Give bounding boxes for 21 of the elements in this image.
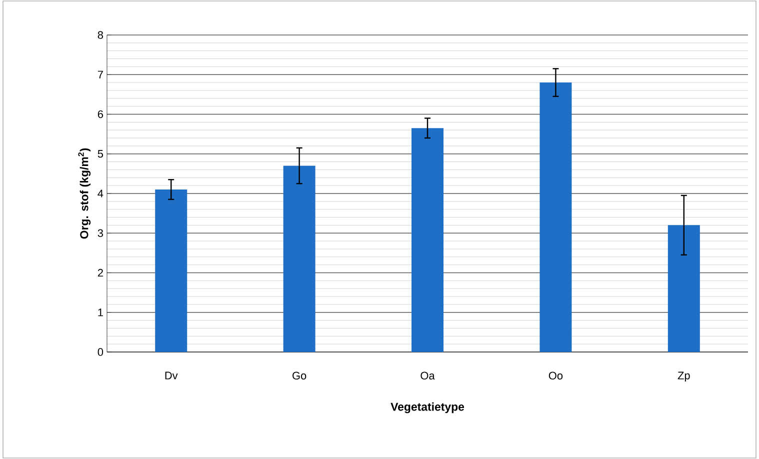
y-tick-label: 6 [98,110,104,118]
x-tick-label: Oa [420,372,435,380]
bar [668,225,700,352]
x-axis-title: Vegetatietype [390,402,464,414]
y-axis-title: Org. stof (kg/m$^{2}$) [78,148,91,239]
y-tick-label: 5 [98,150,104,158]
y-tick-label: 7 [98,70,103,78]
x-tick-label: Dv [165,372,178,380]
y-tick-label: 0 [98,348,104,356]
y-tick-label: 4 [98,190,104,198]
x-tick-label: Go [292,372,306,380]
y-tick-label: 8 [98,31,104,39]
y-tick-label: 2 [98,268,103,277]
x-tick-label: Zp [678,372,690,382]
x-tick-label: Oo [548,372,563,380]
y-tick-label: 1 [98,308,103,316]
bar [283,166,316,352]
bar [412,128,444,352]
y-tick-label: 3 [98,229,104,237]
bar [155,190,188,352]
bar [540,82,572,352]
